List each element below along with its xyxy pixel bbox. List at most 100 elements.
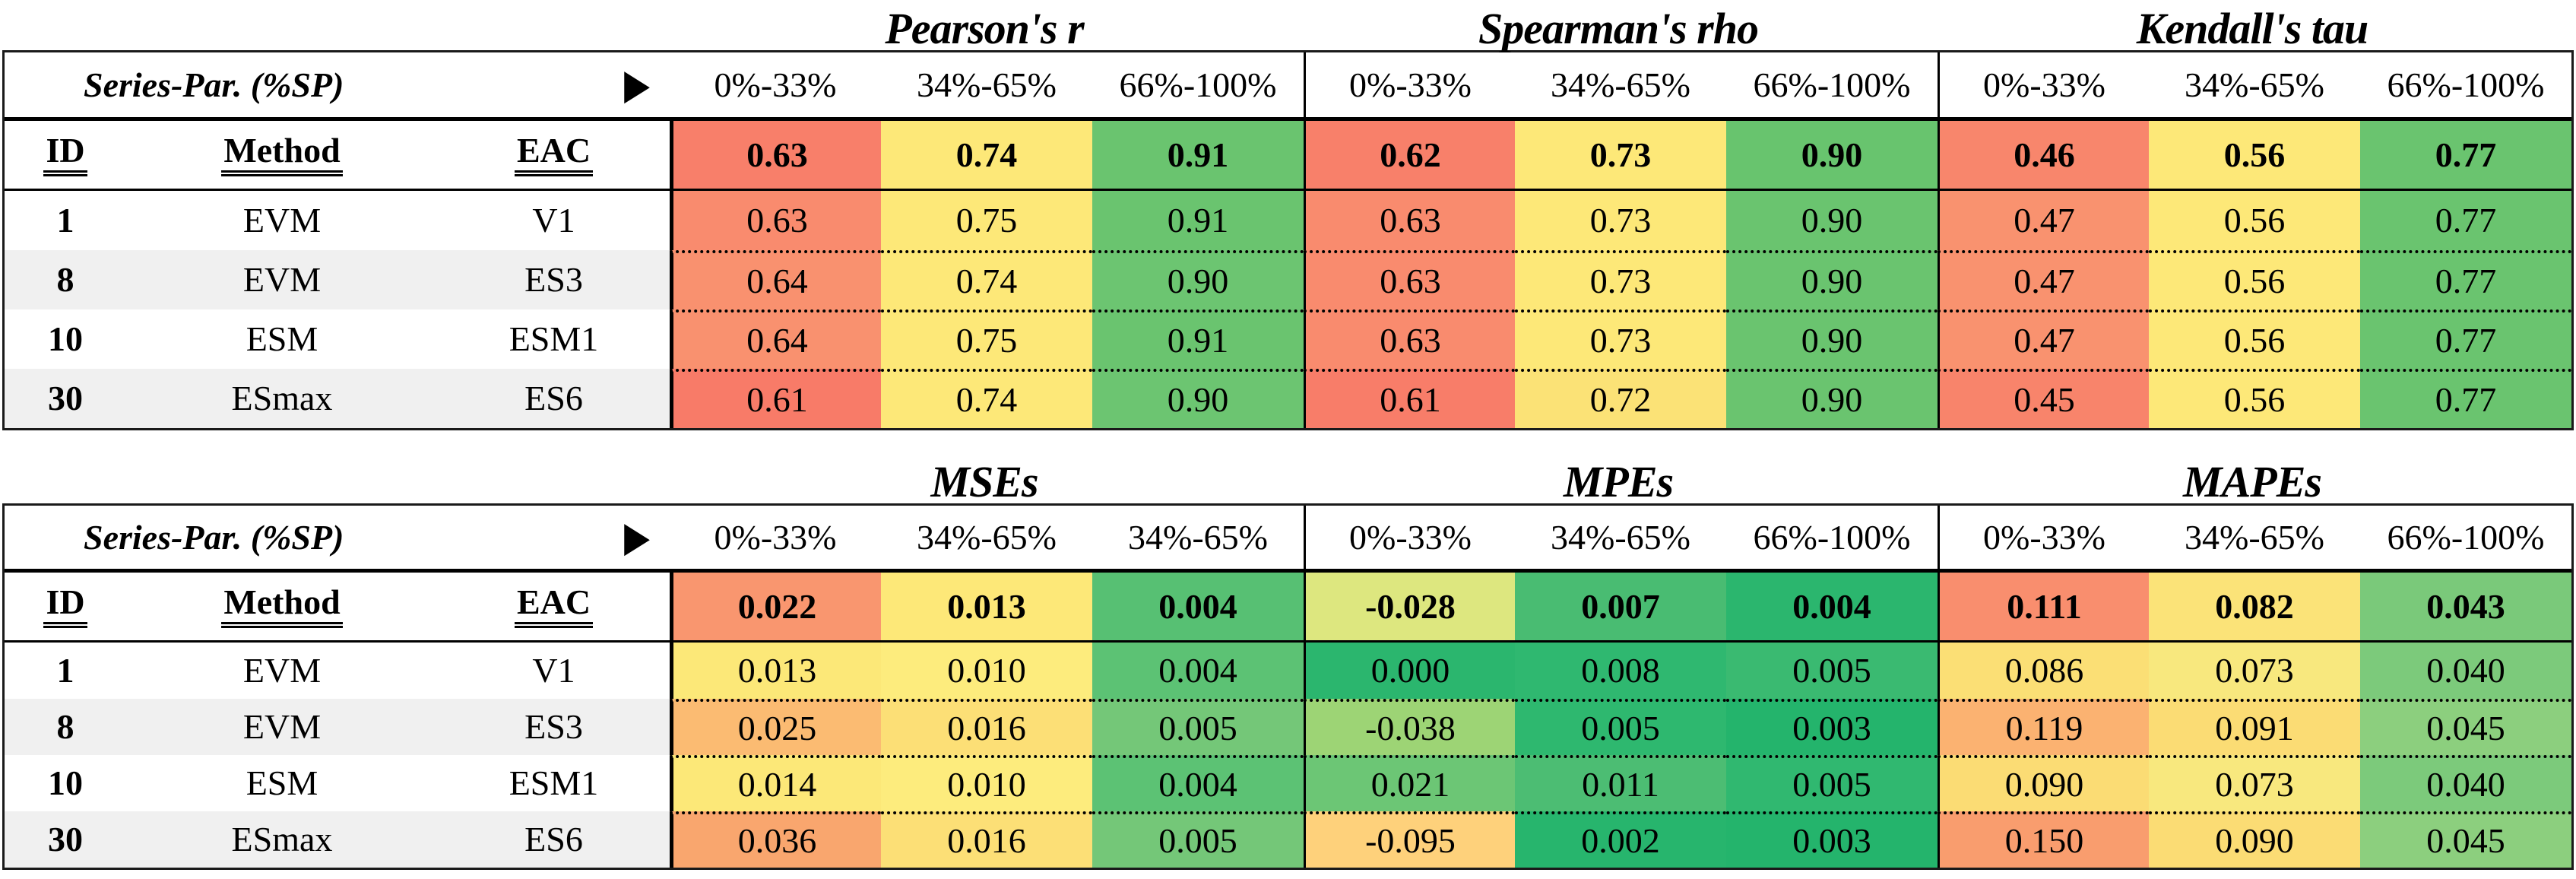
label-header: EAC <box>438 573 670 643</box>
value-cell: 0.011 <box>1515 755 1726 811</box>
label-header: ID <box>5 573 126 643</box>
value-cell: 0.64 <box>670 309 881 369</box>
value-cell: 0.073 <box>2149 643 2360 699</box>
value-cell: 0.47 <box>1938 309 2149 369</box>
value-cell: 0.040 <box>2360 755 2571 811</box>
error-table-block: MSEs MPEs MAPEs Series-Par. (%SP) ▶ 0%-33%… <box>2 456 2574 870</box>
row-id: 1 <box>5 191 126 250</box>
row-eac: ES3 <box>438 699 670 755</box>
column-header: 66%-100% <box>1092 52 1304 121</box>
value-cell: 0.91 <box>1092 191 1304 250</box>
corner-label: Series-Par. (%SP) <box>84 65 344 104</box>
group-title-mses: MSEs <box>930 457 1038 506</box>
value-cell: 0.016 <box>881 699 1092 755</box>
row-method: ESM <box>126 755 438 811</box>
summary-value-cell: 0.082 <box>2149 573 2360 643</box>
correlation-table-block: Pearson's r Spearman's rho Kendall's tau… <box>2 3 2574 430</box>
value-cell: 0.63 <box>1304 309 1515 369</box>
correlation-error-heatmap-tables: Pearson's r Spearman's rho Kendall's tau… <box>2 3 2574 870</box>
value-cell: -0.038 <box>1304 699 1515 755</box>
value-cell: 0.56 <box>2149 250 2360 309</box>
value-cell: 0.63 <box>1304 191 1515 250</box>
value-cell: 0.090 <box>2149 811 2360 868</box>
row-method: ESM <box>126 309 438 369</box>
value-cell: 0.004 <box>1092 643 1304 699</box>
summary-value-cell: 0.111 <box>1938 573 2149 643</box>
value-cell: 0.77 <box>2360 309 2571 369</box>
group-title-mapes: MAPEs <box>2183 457 2322 506</box>
value-cell: -0.095 <box>1304 811 1515 868</box>
value-cell: 0.002 <box>1515 811 1726 868</box>
row-method: EVM <box>126 699 438 755</box>
row-id: 10 <box>5 755 126 811</box>
value-cell: 0.091 <box>2149 699 2360 755</box>
summary-value-cell: 0.013 <box>881 573 1092 643</box>
row-id: 10 <box>5 309 126 369</box>
row-eac: V1 <box>438 643 670 699</box>
label-header: EAC <box>438 121 670 191</box>
row-method: EVM <box>126 191 438 250</box>
value-cell: 0.003 <box>1726 811 1938 868</box>
value-cell: 0.72 <box>1515 369 1726 428</box>
correlation-table: Series-Par. (%SP) ▶ 0%-33% 34%-65% 66%-100% 0… <box>2 50 2574 430</box>
column-header: 34%-65% <box>1515 506 1726 573</box>
row-id: 8 <box>5 250 126 309</box>
row-id: 1 <box>5 643 126 699</box>
value-cell: 0.63 <box>670 191 881 250</box>
value-cell: 0.073 <box>2149 755 2360 811</box>
value-cell: 0.005 <box>1726 643 1938 699</box>
value-cell: 0.47 <box>1938 250 2149 309</box>
value-cell: 0.010 <box>881 643 1092 699</box>
error-title-row: MSEs MPEs MAPEs <box>2 456 2574 506</box>
value-cell: 0.75 <box>881 191 1092 250</box>
value-cell: 0.45 <box>1938 369 2149 428</box>
summary-value-cell: 0.022 <box>670 573 881 643</box>
column-header: 0%-33% <box>1938 506 2149 573</box>
value-cell: 0.008 <box>1515 643 1726 699</box>
series-par-corner: Series-Par. (%SP) ▶ <box>5 52 670 121</box>
column-header: 66%-100% <box>2360 506 2571 573</box>
row-method: ESmax <box>126 811 438 868</box>
value-cell: 0.75 <box>881 309 1092 369</box>
column-header: 0%-33% <box>670 52 881 121</box>
value-cell: 0.150 <box>1938 811 2149 868</box>
value-cell: 0.90 <box>1726 250 1938 309</box>
column-header: 34%-65% <box>1515 52 1726 121</box>
summary-value-cell: 0.74 <box>881 121 1092 191</box>
summary-value-cell: 0.63 <box>670 121 881 191</box>
column-header: 66%-100% <box>1726 506 1938 573</box>
value-cell: 0.73 <box>1515 191 1726 250</box>
column-header: 0%-33% <box>1938 52 2149 121</box>
column-header: 34%-65% <box>2149 506 2360 573</box>
value-cell: 0.91 <box>1092 309 1304 369</box>
value-cell: 0.021 <box>1304 755 1515 811</box>
series-par-corner: Series-Par. (%SP) ▶ <box>5 506 670 573</box>
summary-value-cell: 0.91 <box>1092 121 1304 191</box>
row-eac: ESM1 <box>438 309 670 369</box>
label-header-text: Method <box>221 585 343 628</box>
value-cell: 0.63 <box>1304 250 1515 309</box>
column-header: 34%-65% <box>881 506 1092 573</box>
row-eac: ES6 <box>438 369 670 428</box>
row-method: EVM <box>126 643 438 699</box>
value-cell: 0.73 <box>1515 250 1726 309</box>
column-header: 0%-33% <box>1304 52 1515 121</box>
value-cell: 0.000 <box>1304 643 1515 699</box>
value-cell: 0.61 <box>1304 369 1515 428</box>
value-cell: 0.025 <box>670 699 881 755</box>
right-arrow-icon: ▶ <box>624 513 650 560</box>
summary-value-cell: 0.90 <box>1726 121 1938 191</box>
label-header-text: Method <box>221 133 343 176</box>
label-header-text: ID <box>43 133 87 176</box>
row-id: 30 <box>5 811 126 868</box>
value-cell: 0.003 <box>1726 699 1938 755</box>
value-cell: 0.086 <box>1938 643 2149 699</box>
value-cell: 0.74 <box>881 369 1092 428</box>
value-cell: 0.016 <box>881 811 1092 868</box>
value-cell: 0.56 <box>2149 191 2360 250</box>
value-cell: 0.005 <box>1092 811 1304 868</box>
row-eac: ES3 <box>438 250 670 309</box>
summary-value-cell: 0.56 <box>2149 121 2360 191</box>
summary-value-cell: -0.028 <box>1304 573 1515 643</box>
value-cell: 0.090 <box>1938 755 2149 811</box>
